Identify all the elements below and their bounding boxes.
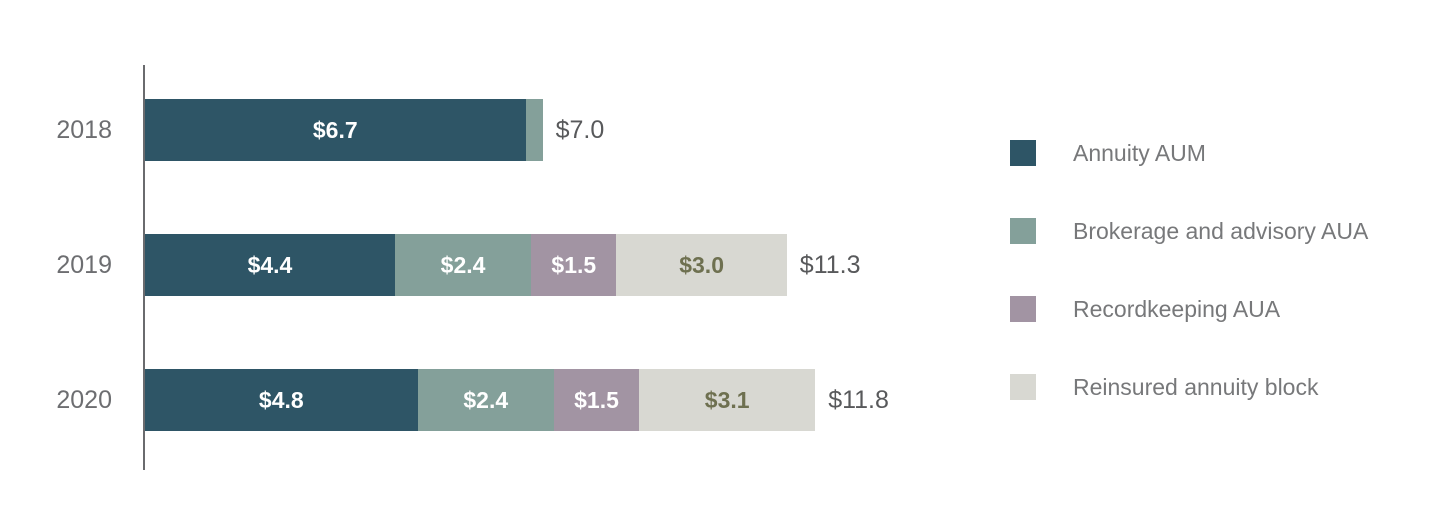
bar-segment: $1.5 [531,234,617,296]
category-label: 2019 [56,250,112,279]
stacked-bar: $4.4 $2.4 $1.5 $3.0 [145,234,787,296]
category-label: 2018 [56,115,112,144]
chart-legend: Annuity AUM Brokerage and advisory AUA Rec… [1010,140,1368,452]
category-label: 2020 [56,385,112,414]
legend-swatch-icon [1010,218,1036,244]
legend-label: Brokerage and advisory AUA [1073,217,1369,244]
legend-item: Brokerage and advisory AUA [1010,218,1368,244]
legend-swatch-icon [1010,296,1036,322]
legend-label: Recordkeeping AUA [1073,295,1281,322]
legend-item: Annuity AUM [1010,140,1368,166]
legend-swatch-icon [1010,374,1036,400]
total-label: $7.0 [555,115,605,144]
stacked-bar: $6.7 [145,99,543,161]
y-axis-line [143,65,145,470]
legend-swatch-icon [1010,140,1036,166]
bar-segment: $6.7 [145,99,526,161]
bar-segment: $1.5 [553,369,640,431]
bar-segment: $3.1 [639,369,816,431]
bar-row-2018: 2018 $6.7 $7.0 [0,99,604,161]
legend-item: Recordkeeping AUA [1010,296,1368,322]
legend-item: Reinsured annuity block [1010,374,1368,400]
bar-segment: $4.8 [145,369,418,431]
stacked-bar: $4.8 $2.4 $1.5 $3.1 [145,369,816,431]
bar-segment: $3.0 [616,234,787,296]
bar-segment: $2.4 [417,369,554,431]
bar-segment: $4.4 [145,234,395,296]
total-label: $11.3 [799,250,861,279]
legend-label: Annuity AUM [1073,139,1206,166]
total-label: $11.8 [828,385,889,414]
bar-row-2020: 2020 $4.8 $2.4 $1.5 $3.1 $11.8 [0,369,889,431]
bar-row-2019: 2019 $4.4 $2.4 $1.5 $3.0 $11.3 [0,234,861,296]
legend-label: Reinsured annuity block [1073,373,1319,400]
bar-segment [525,99,543,161]
bar-segment: $2.4 [394,234,532,296]
